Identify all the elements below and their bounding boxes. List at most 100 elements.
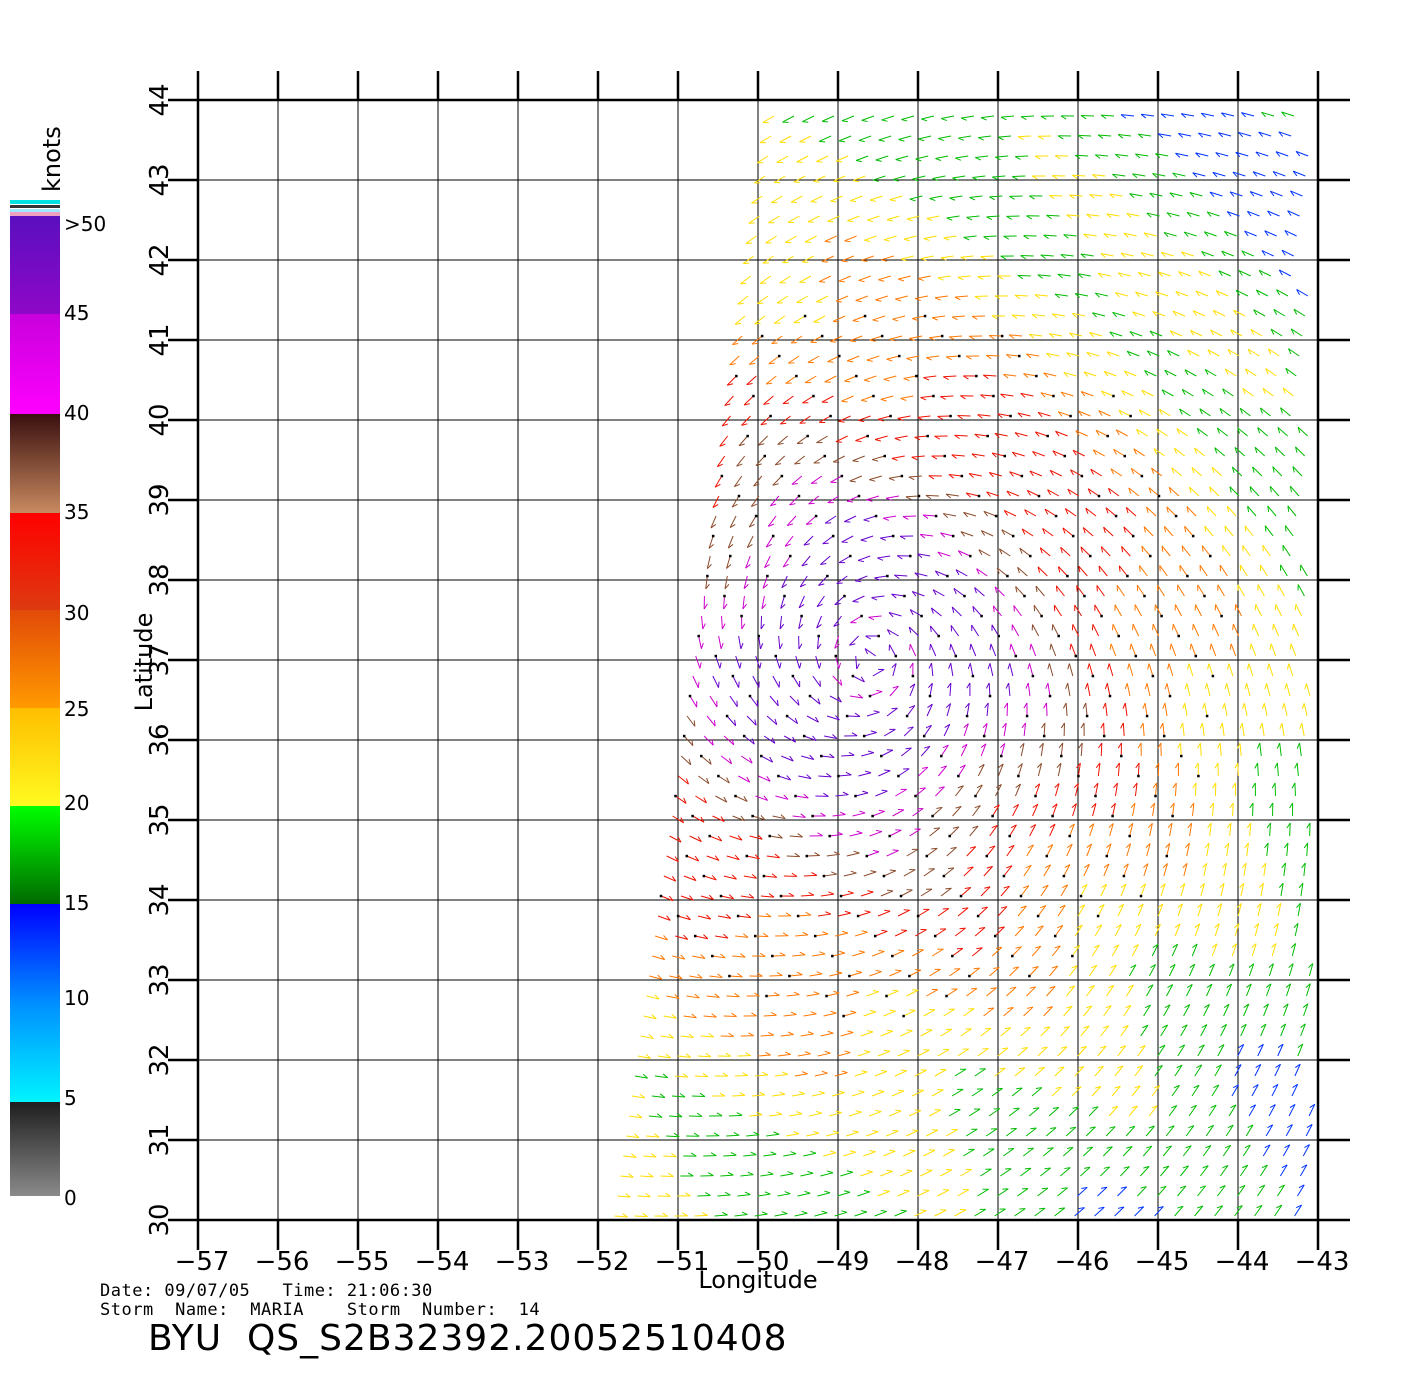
- wind-barb: [940, 765, 947, 769]
- wind-barb: [1094, 292, 1100, 298]
- wind-barb: [793, 991, 800, 996]
- wind-vector: [773, 315, 786, 324]
- wind-vector: [726, 855, 740, 861]
- wind-vector: [1142, 723, 1145, 737]
- wind-barb: [945, 703, 951, 708]
- wind-vector: [877, 415, 891, 420]
- wind-barb: [1056, 762, 1062, 769]
- wind-barb: [833, 851, 840, 855]
- rain-flag-dot: [1157, 494, 1161, 498]
- wind-barb: [1215, 1064, 1222, 1069]
- wind-barb: [710, 1152, 717, 1157]
- wind-vector: [948, 474, 962, 477]
- wind-barb: [726, 914, 732, 919]
- wind-barb: [776, 1111, 783, 1115]
- wind-barb: [1140, 883, 1146, 888]
- rain-flag-dot: [916, 914, 920, 918]
- wind-vector: [1254, 446, 1266, 457]
- wind-vector: [818, 415, 831, 423]
- wind-barb: [1274, 762, 1278, 769]
- wind-vector: [977, 1048, 989, 1057]
- wind-barb: [1292, 466, 1295, 473]
- wind-barb: [1230, 1104, 1237, 1109]
- wind-barb: [1049, 823, 1056, 828]
- rain-flag-dot: [746, 434, 749, 438]
- wind-barb: [1049, 195, 1055, 200]
- wind-vector: [1072, 624, 1080, 637]
- wind-barb: [867, 890, 874, 893]
- y-tick-label: 43: [145, 163, 175, 196]
- rain-flag-dot: [691, 814, 694, 818]
- wind-vector: [1047, 489, 1060, 497]
- wind-vector: [1257, 903, 1262, 917]
- wind-vector: [852, 812, 866, 817]
- wind-vector: [735, 795, 748, 802]
- wind-vector: [746, 715, 757, 726]
- wind-barb: [876, 689, 883, 693]
- wind-vector: [669, 975, 683, 980]
- wind-vector: [1066, 843, 1073, 857]
- wind-barb: [1209, 643, 1212, 650]
- wind-vector: [1013, 605, 1022, 617]
- wind-barb: [1080, 115, 1087, 120]
- wind-vector: [1294, 782, 1296, 797]
- wind-barb: [724, 583, 730, 590]
- wind-barb: [1100, 722, 1105, 729]
- wind-barb: [1162, 1024, 1168, 1029]
- wind-barb: [825, 911, 832, 915]
- wind-barb: [925, 724, 932, 729]
- wind-barb: [912, 318, 919, 322]
- wind-vector: [908, 475, 922, 478]
- wind-vector: [807, 215, 820, 223]
- wind-barb: [1136, 429, 1140, 435]
- wind-barb: [791, 872, 798, 877]
- wind-vector: [954, 1209, 967, 1217]
- wind-barb: [1001, 529, 1006, 536]
- wind-vector: [794, 1073, 808, 1077]
- wind-barb: [900, 1069, 907, 1072]
- wind-barb: [1014, 432, 1020, 438]
- wind-barb: [645, 1192, 651, 1198]
- wind-vector: [1210, 329, 1223, 337]
- wind-vector: [710, 515, 717, 529]
- wind-vector: [830, 335, 843, 342]
- wind-barb: [841, 400, 848, 403]
- wind-vector: [818, 275, 832, 283]
- wind-barb: [1301, 862, 1306, 869]
- wind-barb: [758, 443, 765, 446]
- wind-barb: [886, 1169, 893, 1172]
- wind-barb: [828, 891, 835, 895]
- wind-barb: [734, 854, 740, 860]
- wind-vector: [729, 695, 738, 708]
- wind-vector: [1192, 623, 1200, 637]
- rain-flag-dot: [731, 674, 735, 678]
- wind-barb: [867, 1030, 874, 1033]
- wind-barb: [1147, 663, 1150, 670]
- wind-vector: [712, 815, 725, 822]
- wind-vector: [849, 695, 863, 699]
- wind-vector: [872, 669, 885, 677]
- wind-barb: [1255, 151, 1261, 157]
- wind-vector: [1008, 683, 1011, 697]
- wind-vector: [1235, 604, 1242, 617]
- wind-barb: [1206, 983, 1213, 988]
- wind-vector: [889, 685, 899, 697]
- wind-vector: [737, 1194, 751, 1197]
- wind-barb: [799, 662, 802, 669]
- rain-flag-dot: [880, 754, 883, 758]
- wind-barb: [852, 320, 859, 323]
- wind-vector: [827, 355, 840, 363]
- wind-vector: [976, 568, 988, 577]
- wind-vector: [1161, 389, 1174, 397]
- wind-barb: [1283, 842, 1289, 849]
- rain-flag-dot: [1145, 714, 1149, 718]
- wind-vector: [1250, 328, 1263, 337]
- rain-flag-dot: [831, 534, 835, 538]
- wind-vector: [994, 586, 1005, 597]
- wind-barb: [1191, 467, 1195, 474]
- wind-vector: [986, 703, 989, 717]
- wind-vector: [978, 549, 991, 557]
- wind-vector: [963, 235, 977, 238]
- wind-vector: [723, 735, 735, 746]
- wind-vector: [1109, 331, 1123, 337]
